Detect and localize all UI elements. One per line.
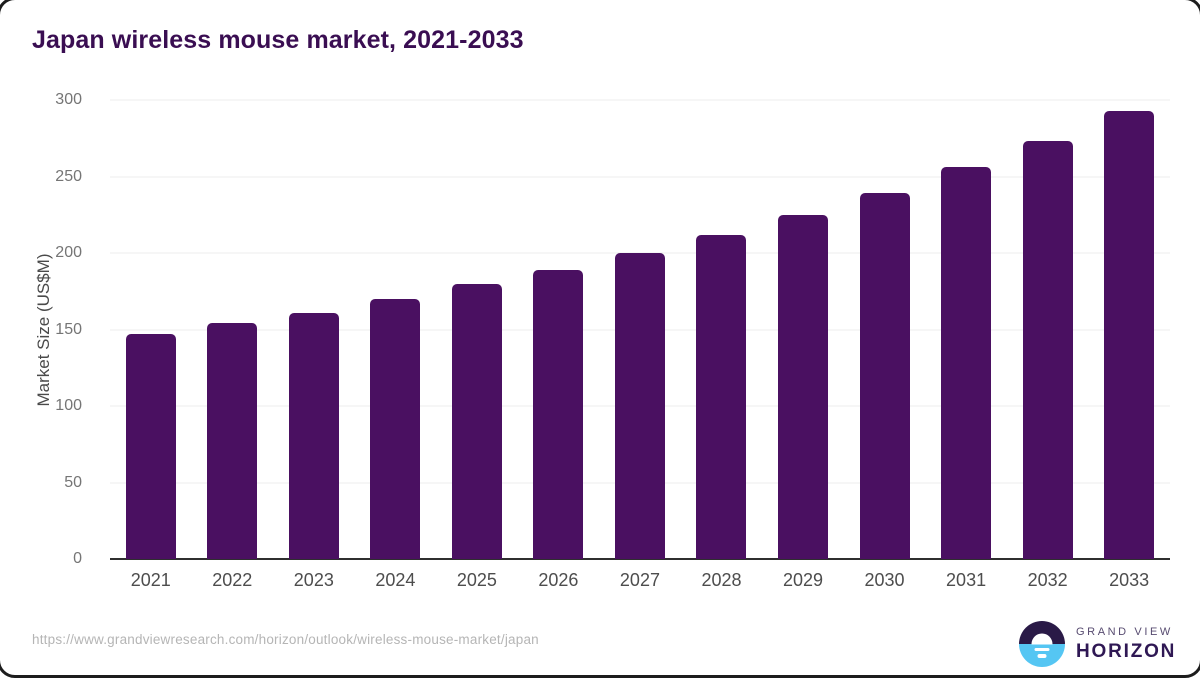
y-tick-label: 300 (55, 91, 82, 108)
x-tick-label: 2024 (375, 570, 416, 590)
x-tick-label: 2023 (293, 570, 334, 590)
x-axis-line (110, 558, 1170, 560)
x-tick-label: 2021 (130, 570, 171, 590)
y-axis-ticks: 0 50 100 150 200 250 300 (0, 92, 96, 567)
logo-product-name: HORIZON (1076, 641, 1177, 662)
bar-slot (110, 100, 192, 559)
bar-2032 (1022, 141, 1073, 559)
y-tick-label: 50 (64, 473, 82, 491)
bar-slot (518, 100, 600, 559)
bar-slot (273, 100, 355, 559)
y-tick-label: 200 (55, 244, 82, 262)
x-tick-label: 2030 (864, 570, 905, 590)
bar-2024 (370, 298, 421, 559)
bar-slot (436, 100, 518, 559)
bar-slot (192, 100, 274, 559)
bar-2031 (941, 167, 992, 559)
source-url-text: https://www.grandviewresearch.com/horizo… (32, 632, 539, 647)
x-tick-label: 2022 (212, 570, 253, 590)
gridline (110, 176, 1170, 177)
y-tick-label: 250 (55, 167, 82, 185)
bar-slot (1088, 100, 1170, 559)
chart-title: Japan wireless mouse market, 2021-2033 (32, 26, 524, 54)
bar-2027 (614, 253, 665, 559)
sunrise-horizon-icon (1019, 621, 1065, 667)
bar-2028 (696, 234, 747, 559)
x-tick-label: 2029 (782, 570, 824, 590)
logo-brand-name: GRAND VIEW (1076, 626, 1173, 638)
bar-slot (355, 100, 437, 559)
x-tick-label: 2032 (1027, 570, 1068, 590)
bar-2022 (207, 323, 258, 559)
bar-slot (1007, 100, 1089, 559)
bar-2033 (1104, 110, 1155, 559)
logo-text: GRAND VIEW HORIZON (1076, 626, 1177, 662)
x-tick-label: 2025 (456, 570, 497, 590)
plot-area (110, 99, 1170, 560)
bar-slot (925, 100, 1007, 559)
y-tick-label: 0 (73, 550, 82, 567)
sun-reflection-line (1034, 647, 1050, 651)
x-tick-label: 2031 (946, 570, 987, 590)
bar-slot (681, 100, 763, 559)
bars (110, 100, 1170, 559)
sun-dome-shape (1031, 633, 1053, 644)
bar-2025 (451, 283, 502, 559)
y-tick-label: 100 (55, 397, 82, 415)
bar-slot (599, 100, 681, 559)
bar-2021 (125, 334, 176, 559)
x-tick-label: 2027 (619, 570, 660, 590)
bar-2030 (859, 193, 910, 559)
sun-reflection-line (1037, 654, 1047, 658)
bar-slot (762, 100, 844, 559)
x-tick-label: 2028 (701, 570, 742, 590)
x-tick-label: 2026 (538, 570, 579, 590)
bar-2029 (778, 214, 829, 559)
gridline (110, 99, 1170, 101)
y-tick-label: 150 (55, 320, 82, 338)
grand-view-horizon-logo: GRAND VIEW HORIZON (1019, 621, 1176, 667)
bar-2023 (288, 312, 339, 559)
x-tick-label: 2033 (1109, 570, 1150, 590)
bar-2026 (533, 269, 584, 559)
bar-slot (844, 100, 926, 559)
x-axis-labels: 2021 2022 2023 2024 2025 2026 2027 2028 2029 2030… (110, 570, 1170, 591)
